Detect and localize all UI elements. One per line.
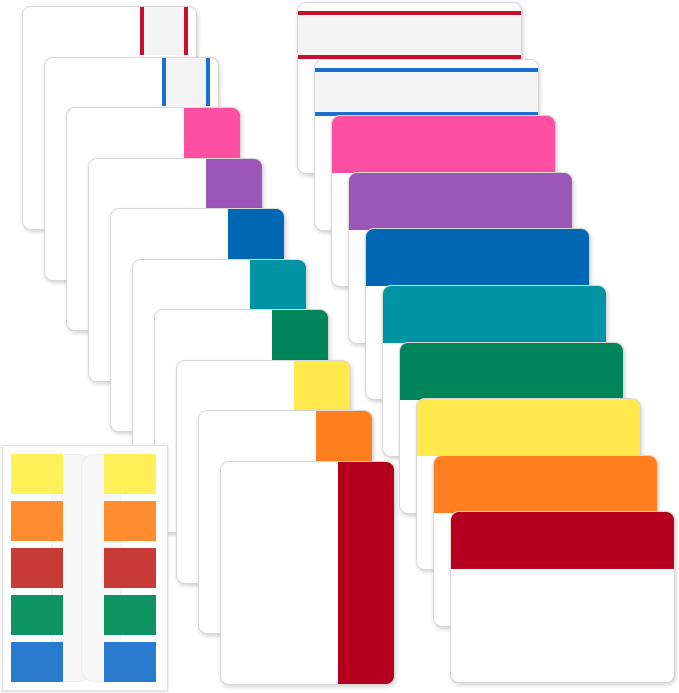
flag-tab: [11, 642, 63, 682]
tab-line: [298, 11, 521, 15]
color-tab: [184, 108, 240, 158]
color-tab: [332, 116, 555, 174]
color-tab: [272, 310, 328, 360]
color-tab: [417, 399, 640, 457]
tab-line: [162, 57, 166, 106]
color-tab: [451, 512, 674, 570]
flag-tab: [104, 548, 156, 588]
color-tab: [206, 158, 262, 209]
color-tab: [228, 209, 284, 259]
flag-tab: [104, 501, 156, 541]
tab-line: [206, 57, 210, 106]
flag-tab: [104, 454, 156, 494]
color-tab: [366, 229, 589, 287]
tab-line: [140, 7, 144, 55]
tab-area: [166, 57, 206, 106]
tab-line: [315, 67, 538, 72]
tab-line: [315, 111, 538, 116]
tab-area: [144, 7, 184, 55]
flag-pad: [2, 445, 168, 691]
color-tab: [349, 172, 572, 230]
color-tab: [338, 461, 394, 684]
sticky-tab-card: [450, 511, 675, 684]
flag-tab: [104, 642, 156, 682]
color-tab: [294, 360, 350, 411]
flag-tab: [11, 501, 63, 541]
tab-line: [184, 7, 188, 55]
color-tab: [434, 455, 657, 513]
flag-tab: [11, 595, 63, 635]
sticky-tab-card: [220, 460, 395, 685]
color-tab: [400, 342, 623, 400]
flag-tab: [104, 595, 156, 635]
color-tab: [383, 286, 606, 343]
color-tab: [250, 259, 306, 310]
flag-tab: [11, 548, 63, 588]
color-tab: [316, 411, 372, 461]
flag-tab: [11, 454, 63, 494]
tab-area: [298, 13, 521, 57]
tab-line: [298, 55, 521, 59]
tab-area: [315, 69, 538, 114]
